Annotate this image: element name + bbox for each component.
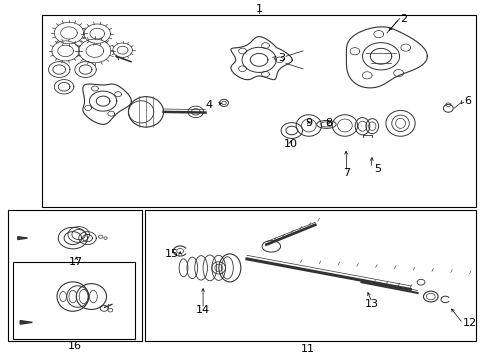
- Text: 3: 3: [278, 53, 285, 63]
- Text: 4: 4: [205, 100, 212, 110]
- Text: 15: 15: [164, 248, 178, 258]
- Text: 5: 5: [373, 164, 380, 174]
- Text: 10: 10: [283, 139, 297, 149]
- Text: 16: 16: [68, 341, 81, 351]
- Text: 1: 1: [255, 4, 262, 14]
- Text: 7: 7: [343, 168, 350, 178]
- Text: 11: 11: [300, 344, 314, 354]
- Text: 9: 9: [305, 118, 312, 128]
- Text: 14: 14: [196, 305, 210, 315]
- Text: 8: 8: [324, 118, 331, 128]
- Text: 12: 12: [462, 319, 476, 328]
- Polygon shape: [20, 320, 32, 324]
- Polygon shape: [18, 237, 27, 239]
- Text: 13: 13: [365, 299, 379, 309]
- Text: 2: 2: [400, 14, 407, 24]
- Text: 17: 17: [69, 257, 83, 267]
- Text: 6: 6: [463, 96, 470, 106]
